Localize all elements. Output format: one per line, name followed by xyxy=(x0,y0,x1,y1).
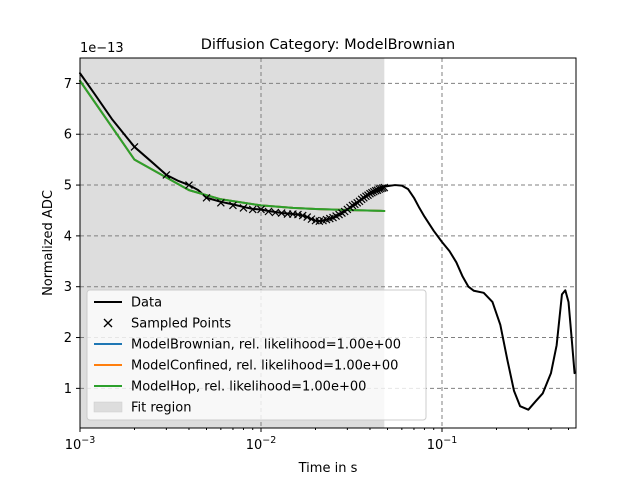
x-axis-label: Time in s xyxy=(298,461,358,476)
sampled-point xyxy=(307,215,316,224)
sampled-point xyxy=(248,205,257,214)
legend-label: Data xyxy=(131,296,162,311)
legend-entry: Data xyxy=(94,296,162,311)
sampled-point xyxy=(380,183,389,192)
x-tick-label: 10−3 xyxy=(65,435,96,453)
series-layer xyxy=(79,72,576,411)
sampled-point xyxy=(367,188,376,197)
y-tick-label: 5 xyxy=(64,179,72,194)
sampled-point xyxy=(298,211,307,220)
sampled-point xyxy=(257,205,265,214)
legend-entry: Fit region xyxy=(93,401,192,416)
sampled-point xyxy=(294,210,302,219)
sampled-point xyxy=(362,192,370,201)
legend-swatch xyxy=(93,401,123,413)
x-tick-label: 10−2 xyxy=(246,435,277,453)
sampled-point xyxy=(185,181,193,189)
y-ticks: 1 2 3 4 5 6 7 xyxy=(64,77,80,397)
sampled-point xyxy=(216,198,225,207)
y-tick-label: 1 xyxy=(64,382,72,397)
sampled-point xyxy=(271,208,280,217)
sampled-point xyxy=(229,201,237,210)
legend-label: ModelHop, rel. likelihood=1.00e+00 xyxy=(131,380,366,395)
legend-entry: Sampled Points xyxy=(103,317,231,332)
y-tick-label: 3 xyxy=(64,280,72,295)
y-tick-label: 6 xyxy=(64,128,72,143)
sampled-point xyxy=(239,204,248,212)
sampled-point xyxy=(366,189,374,198)
legend-label: ModelBrownian, rel. likelihood=1.00e+00 xyxy=(131,338,401,353)
plot-frame xyxy=(79,57,577,429)
y-tick-label: 2 xyxy=(64,331,72,346)
legend-box xyxy=(86,289,427,421)
y-offset-label: 1e−13 xyxy=(80,41,124,56)
x-tick-label: 10−1 xyxy=(427,435,458,453)
series-line-4 xyxy=(79,79,386,212)
sampled-point xyxy=(130,143,139,151)
sampled-point xyxy=(378,184,387,193)
legend-entry: ModelBrownian, rel. likelihood=1.00e+00 xyxy=(94,338,401,353)
chart-title: Diffusion Category: ModelBrownian xyxy=(201,37,455,53)
sampled-point xyxy=(202,193,211,202)
y-axis-label: Normalized ADC xyxy=(41,190,56,296)
legend: Data Sampled Points ModelBrownian, rel. li… xyxy=(86,289,427,421)
x-ticks: 10−3 10−2 10−1 xyxy=(65,428,570,453)
sampled-point xyxy=(264,207,273,216)
legend-label: Sampled Points xyxy=(131,317,231,332)
legend-label: Fit region xyxy=(131,401,192,416)
legend-label: ModelConfined, rel. likelihood=1.00e+00 xyxy=(131,359,398,374)
sampled-point xyxy=(162,170,171,179)
sampled-point xyxy=(348,201,357,210)
y-tick-label: 7 xyxy=(64,77,72,92)
sampled-point xyxy=(303,213,312,222)
legend-entry: ModelConfined, rel. likelihood=1.00e+00 xyxy=(94,359,398,374)
y-tick-label: 4 xyxy=(64,229,72,244)
legend-entry: ModelHop, rel. likelihood=1.00e+00 xyxy=(94,380,366,395)
